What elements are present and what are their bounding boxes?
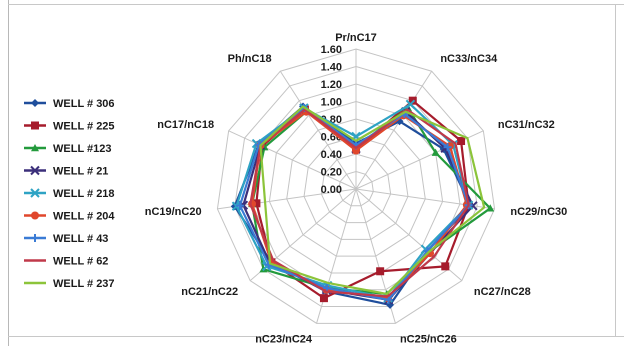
legend-label: WELL # 204 xyxy=(53,211,115,223)
axis-label: nC31/nC32 xyxy=(498,119,555,131)
legend-label: WELL # 43 xyxy=(53,233,108,245)
tick-label: 0.20 xyxy=(321,167,342,179)
legend-swatch-marker xyxy=(31,144,39,152)
legend-item: WELL # 237 xyxy=(24,278,115,290)
axis-label: nC19/nC20 xyxy=(145,206,202,218)
legend-item: WELL #123 xyxy=(24,143,112,155)
grid-ring xyxy=(268,100,444,274)
legend-item: WELL # 306 xyxy=(24,98,115,110)
axis-label: Pr/nC17 xyxy=(335,32,377,44)
legend-item: WELL # 21 xyxy=(24,166,108,178)
legend-swatch-marker xyxy=(31,211,39,220)
legend-label: WELL # 218 xyxy=(53,188,115,200)
legend-item: WELL # 225 xyxy=(24,121,115,133)
grid-ring xyxy=(320,153,392,224)
axis-label: nC27/nC28 xyxy=(474,286,531,298)
legend-label: WELL # 21 xyxy=(53,166,108,178)
data-point xyxy=(384,295,393,304)
legend-label: WELL # 237 xyxy=(53,278,115,290)
legend-label: WELL #123 xyxy=(53,143,112,155)
series-lines xyxy=(230,96,495,309)
tick-label: 0.40 xyxy=(321,149,342,161)
axis-label: nC29/nC30 xyxy=(510,206,567,218)
axis-label: nC21/nC22 xyxy=(181,286,238,298)
legend-item: WELL # 43 xyxy=(24,233,108,245)
data-point xyxy=(319,294,328,303)
data-point xyxy=(431,148,440,156)
axis-label: nC23/nC24 xyxy=(255,334,313,346)
grid-ring xyxy=(338,170,374,207)
tick-label: 1.40 xyxy=(321,62,342,74)
legend-item: WELL # 204 xyxy=(24,211,115,223)
legend-item: WELL # 62 xyxy=(24,256,108,268)
legend-swatch-marker xyxy=(31,234,39,242)
data-point xyxy=(486,204,495,212)
legend-swatch-marker xyxy=(30,165,40,176)
frame-border-bottom xyxy=(8,336,624,337)
tick-label: 0.00 xyxy=(321,184,342,196)
data-point xyxy=(405,99,416,110)
axis-label: nC17/nC18 xyxy=(157,119,214,131)
series-line xyxy=(259,105,486,296)
tick-label: 1.20 xyxy=(321,79,342,91)
data-point xyxy=(376,267,385,276)
data-point xyxy=(441,262,450,271)
legend-swatch-marker xyxy=(31,121,39,130)
tick-label: 1.00 xyxy=(321,97,342,109)
grid-ring xyxy=(303,135,409,240)
legend-label: WELL # 306 xyxy=(53,98,115,110)
legend-item: WELL # 218 xyxy=(24,188,115,200)
legend-label: WELL # 225 xyxy=(53,121,115,133)
radar-grid xyxy=(216,48,496,324)
series-well-237 xyxy=(259,105,486,296)
frame-border-right xyxy=(615,4,616,337)
data-point xyxy=(443,143,452,152)
legend-label: WELL # 62 xyxy=(53,256,108,268)
grid-spoke xyxy=(279,70,357,190)
axis-label: nC33/nC34 xyxy=(440,53,498,65)
data-point xyxy=(235,201,244,210)
data-point xyxy=(252,199,261,208)
legend-swatch-marker xyxy=(30,188,40,198)
axis-label: Ph/nC18 xyxy=(228,53,272,65)
frame-border-top xyxy=(8,4,624,5)
data-point xyxy=(457,137,466,146)
data-point xyxy=(352,146,360,155)
tick-label: 1.60 xyxy=(321,44,342,56)
grid-ring xyxy=(216,48,496,324)
legend-swatch-marker xyxy=(31,99,39,107)
grid-spoke xyxy=(355,70,433,190)
grid-spoke xyxy=(228,130,357,190)
grid-ring xyxy=(286,118,426,257)
axis-labels: Pr/nC17 nC33/nC34 nC31/nC32 nC29/nC30 nC27/n… xyxy=(145,32,568,346)
axis-label: nC25/nC26 xyxy=(400,334,457,346)
grid-ring xyxy=(234,65,478,308)
legend: WELL # 306 WELL # 225 WELL #123 WELL # 21 WE… xyxy=(24,98,115,290)
frame-border-left xyxy=(8,0,9,346)
